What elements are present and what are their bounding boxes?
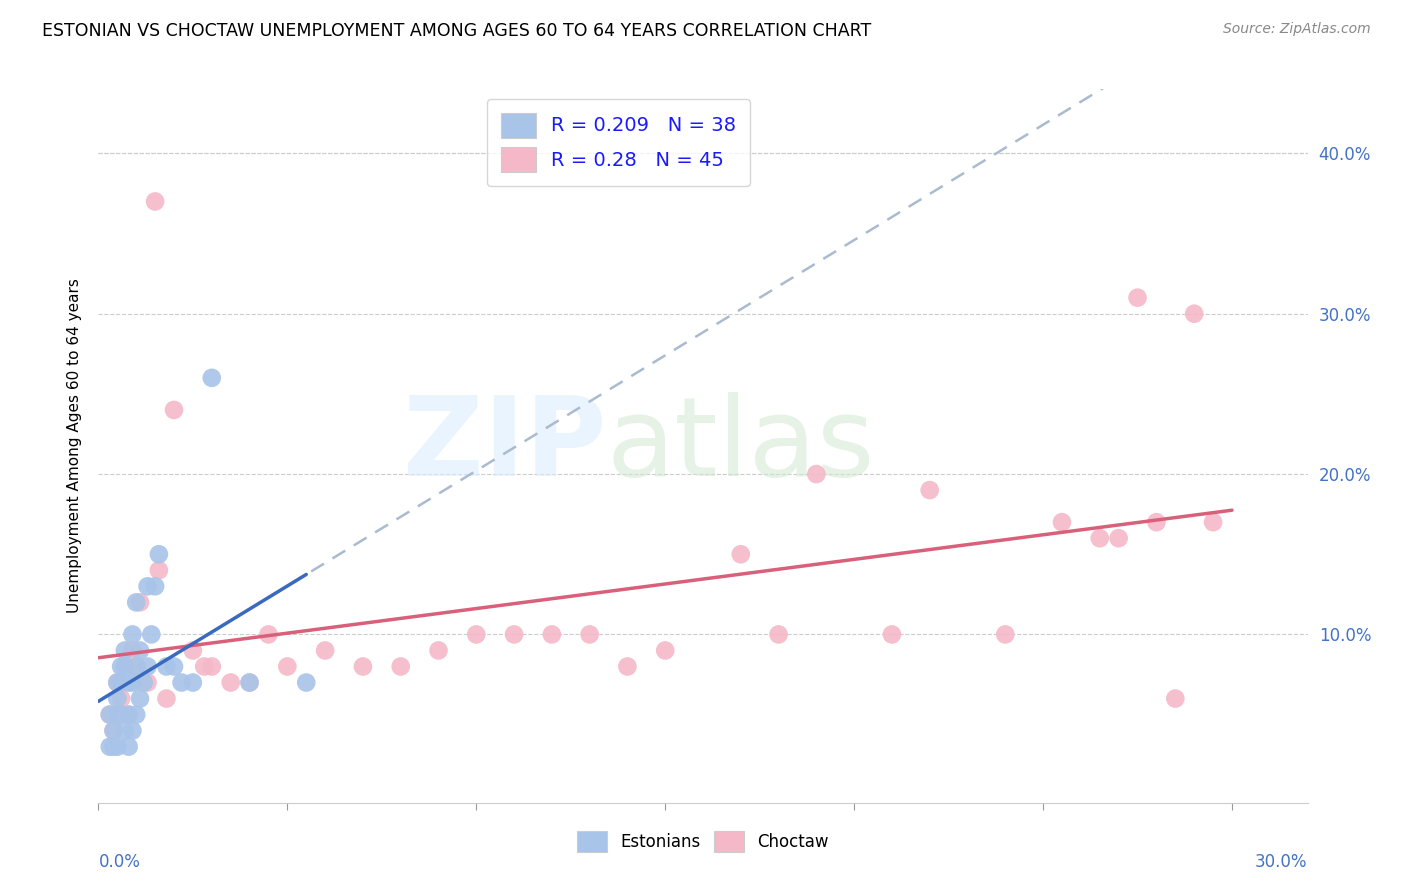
Point	[219, 675, 242, 690]
Point	[125, 659, 148, 673]
Point	[257, 627, 280, 641]
Point	[193, 659, 215, 673]
Point	[105, 675, 128, 690]
Point	[98, 707, 121, 722]
Point	[118, 739, 141, 754]
Point	[181, 643, 204, 657]
Point	[110, 707, 132, 722]
Point	[654, 643, 676, 657]
Point	[114, 659, 136, 673]
Point	[239, 675, 262, 690]
Point	[105, 691, 128, 706]
Point	[136, 579, 159, 593]
Point	[155, 691, 177, 706]
Text: ESTONIAN VS CHOCTAW UNEMPLOYMENT AMONG AGES 60 TO 64 YEARS CORRELATION CHART: ESTONIAN VS CHOCTAW UNEMPLOYMENT AMONG A…	[42, 22, 872, 40]
Point	[389, 659, 412, 673]
Point	[110, 675, 132, 690]
Point	[125, 707, 148, 722]
Point	[136, 675, 159, 690]
Point	[114, 643, 136, 657]
Point	[129, 643, 152, 657]
Point	[141, 627, 163, 641]
Point	[427, 643, 450, 657]
Point	[276, 659, 298, 673]
Point	[121, 675, 143, 690]
Point	[1164, 691, 1187, 706]
Point	[1146, 515, 1168, 529]
Point	[136, 659, 159, 673]
Point	[806, 467, 828, 481]
Point	[1088, 531, 1111, 545]
Point	[125, 595, 148, 609]
Point	[201, 371, 224, 385]
Point	[730, 547, 752, 561]
Point	[239, 675, 262, 690]
Point	[118, 707, 141, 722]
Point	[465, 627, 488, 641]
Point	[503, 627, 526, 641]
Point	[768, 627, 790, 641]
Point	[103, 723, 125, 738]
Point	[110, 691, 132, 706]
Point	[143, 579, 166, 593]
Point	[105, 707, 128, 722]
Point	[1050, 515, 1073, 529]
Point	[578, 627, 600, 641]
Point	[105, 675, 128, 690]
Point	[1202, 515, 1225, 529]
Point	[129, 595, 152, 609]
Point	[125, 659, 148, 673]
Point	[352, 659, 374, 673]
Point	[148, 563, 170, 577]
Point	[118, 707, 141, 722]
Text: atlas: atlas	[606, 392, 875, 500]
Point	[540, 627, 562, 641]
Point	[121, 723, 143, 738]
Point	[1126, 291, 1149, 305]
Point	[114, 723, 136, 738]
Point	[155, 659, 177, 673]
Point	[1182, 307, 1205, 321]
Text: Source: ZipAtlas.com: Source: ZipAtlas.com	[1223, 22, 1371, 37]
Point	[129, 691, 152, 706]
Legend: Estonians, Choctaw: Estonians, Choctaw	[571, 824, 835, 859]
Point	[148, 547, 170, 561]
Point	[118, 675, 141, 690]
Point	[121, 627, 143, 641]
Point	[295, 675, 318, 690]
Text: 0.0%: 0.0%	[98, 853, 141, 871]
Point	[181, 675, 204, 690]
Point	[616, 659, 638, 673]
Point	[918, 483, 941, 497]
Point	[132, 675, 155, 690]
Point	[103, 739, 125, 754]
Text: ZIP: ZIP	[404, 392, 606, 500]
Point	[143, 194, 166, 209]
Text: 30.0%: 30.0%	[1256, 853, 1308, 871]
Point	[105, 739, 128, 754]
Point	[1108, 531, 1130, 545]
Point	[121, 643, 143, 657]
Point	[110, 659, 132, 673]
Point	[880, 627, 903, 641]
Point	[994, 627, 1017, 641]
Point	[98, 707, 121, 722]
Point	[170, 675, 193, 690]
Point	[163, 403, 186, 417]
Point	[201, 659, 224, 673]
Point	[314, 643, 336, 657]
Point	[103, 723, 125, 738]
Point	[98, 739, 121, 754]
Point	[163, 659, 186, 673]
Point	[114, 659, 136, 673]
Y-axis label: Unemployment Among Ages 60 to 64 years: Unemployment Among Ages 60 to 64 years	[66, 278, 82, 614]
